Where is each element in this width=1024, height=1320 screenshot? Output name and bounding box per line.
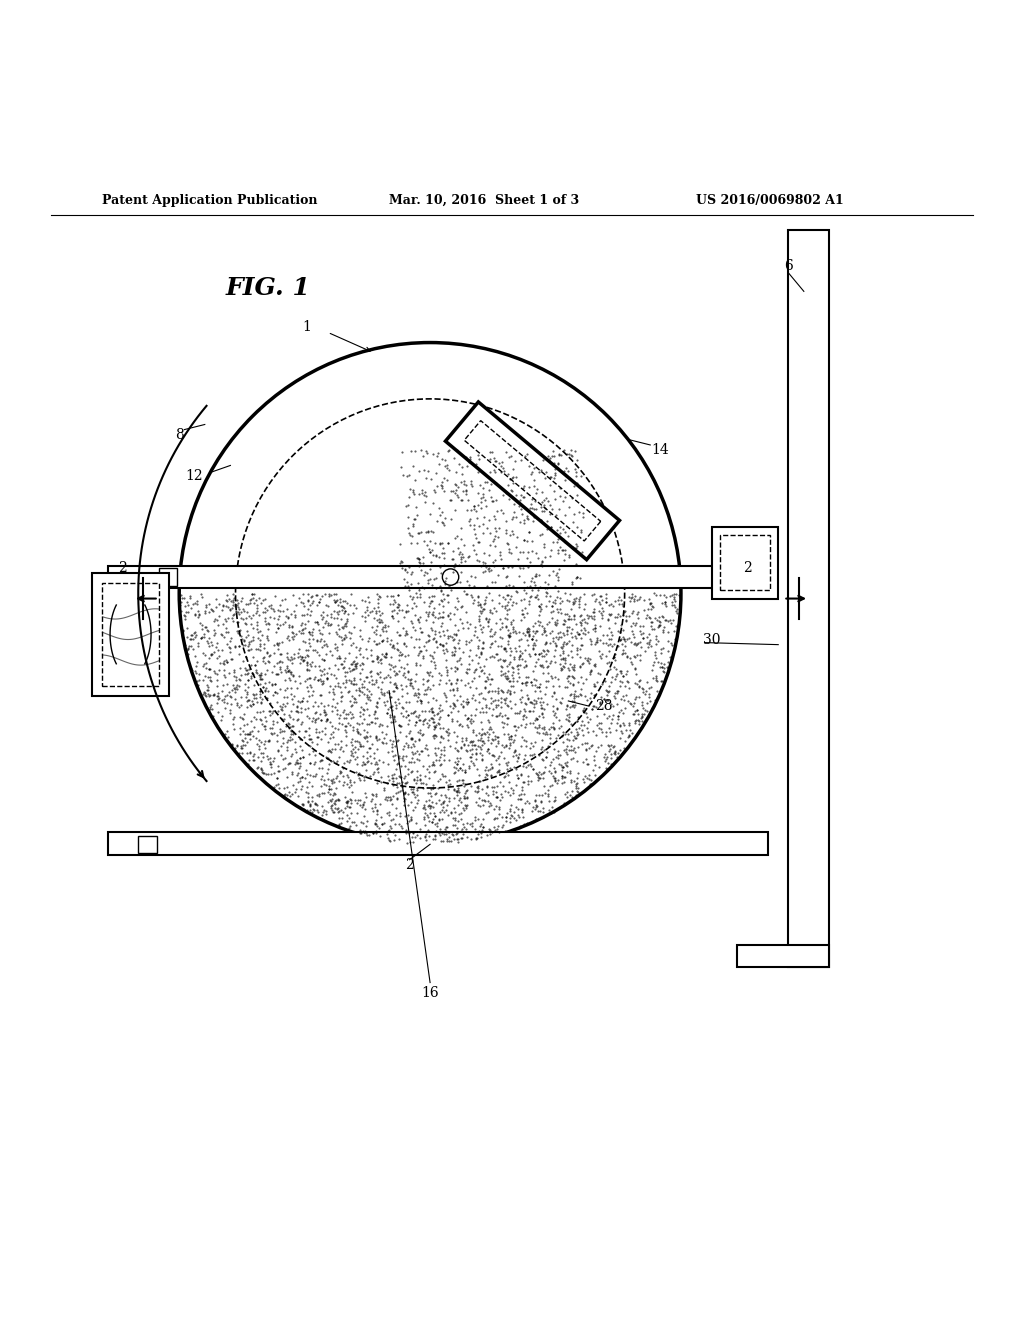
Bar (138, 836, 157, 853)
Bar (108, 566, 768, 589)
Text: 14: 14 (651, 444, 670, 457)
Text: 1: 1 (303, 321, 311, 334)
Polygon shape (445, 403, 620, 560)
Text: 16: 16 (421, 986, 439, 999)
Text: Mar. 10, 2016  Sheet 1 of 3: Mar. 10, 2016 Sheet 1 of 3 (389, 194, 580, 207)
Bar (92, 573, 169, 696)
Text: 2: 2 (743, 561, 752, 574)
Text: FIG. 1: FIG. 1 (225, 276, 310, 300)
Text: Patent Application Publication: Patent Application Publication (102, 194, 317, 207)
Bar (159, 568, 177, 586)
Text: 6: 6 (784, 259, 793, 273)
Text: 2: 2 (119, 561, 127, 574)
Bar (102, 583, 159, 685)
Text: 2: 2 (406, 858, 414, 871)
Text: US 2016/0069802 A1: US 2016/0069802 A1 (696, 194, 844, 207)
Text: 30: 30 (702, 632, 721, 647)
Bar (737, 945, 829, 968)
Bar (108, 832, 768, 854)
Bar (712, 527, 778, 598)
Bar (788, 230, 829, 968)
Text: 28: 28 (595, 700, 613, 713)
Bar (720, 535, 770, 590)
Text: 12: 12 (185, 469, 204, 483)
Circle shape (442, 569, 459, 585)
Text: 8: 8 (175, 428, 183, 442)
